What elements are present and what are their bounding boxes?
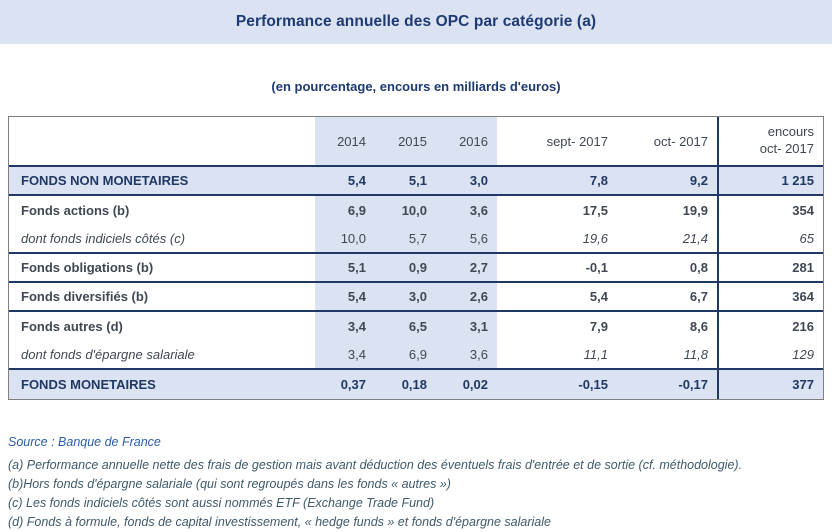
value-cell-sept-2017: 17,5 — [582, 203, 608, 218]
table-row: FONDS NON MONETAIRES 5,4 5,1 3,0 7,8 9,2… — [9, 167, 823, 196]
value-cell-2014: 10,0 — [315, 225, 375, 252]
value-cell-2015: 3,0 — [375, 283, 436, 310]
value-cell-2014: 6,9 — [315, 196, 375, 225]
value-cell-2016: 0,02 — [436, 370, 497, 399]
value-cell-encours: 354 — [717, 196, 823, 225]
column-header-oct-2017: oct- 2017 — [653, 133, 708, 149]
value-cell-sept-2017: -0,1 — [585, 260, 608, 275]
value-cell-oct-2017: 9,2 — [689, 173, 708, 188]
footnote-line: (a) Performance annuelle nette des frais… — [8, 458, 743, 472]
row-label: FONDS MONETAIRES — [21, 377, 156, 392]
table-row: dont fonds d'épargne salariale 3,4 6,9 3… — [9, 341, 823, 370]
value-cell-2015: 5,1 — [375, 167, 436, 194]
value-cell-encours: 281 — [717, 254, 823, 281]
value-cell-encours: 364 — [717, 283, 823, 310]
value-cell-oct-2017: 8,6 — [689, 319, 708, 334]
source-line: Source : Banque de France — [8, 435, 161, 449]
value-cell-2016: 2,6 — [436, 283, 497, 310]
value-cell-2014: 3,4 — [315, 312, 375, 341]
column-header-category — [9, 117, 315, 165]
value-cell-2015: 6,5 — [375, 312, 436, 341]
value-cell-sept-2017: 7,8 — [589, 173, 608, 188]
value-cell-2015: 10,0 — [375, 196, 436, 225]
table-row: Fonds obligations (b) 5,1 0,9 2,7 -0,1 0… — [9, 254, 823, 283]
value-cell-sept-2017: 19,6 — [582, 231, 608, 246]
column-header-encours-line2: oct- 2017 — [759, 141, 814, 156]
value-cell-2015: 5,7 — [375, 225, 436, 252]
row-label: FONDS NON MONETAIRES — [21, 173, 189, 188]
value-cell-oct-2017: -0,17 — [678, 377, 708, 392]
row-label: Fonds actions (b) — [21, 203, 130, 218]
value-cell-encours: 377 — [717, 370, 823, 399]
value-cell-2016: 3,6 — [436, 341, 497, 368]
value-cell-encours: 216 — [717, 312, 823, 341]
footnote-line: (c) Les fonds indiciels côtés sont aussi… — [8, 496, 435, 510]
table-row: dont fonds indiciels côtés (c) 10,0 5,7 … — [9, 225, 823, 254]
footnotes: Source : Banque de France (a) Performanc… — [8, 433, 832, 532]
column-header-2014: 2014 — [315, 117, 375, 165]
table-header-row: 2014 2015 2016 sept- 2017 oct- 2017 enco… — [9, 117, 823, 167]
value-cell-2014: 5,4 — [315, 167, 375, 194]
row-label: dont fonds indiciels côtés (c) — [21, 231, 186, 246]
value-cell-encours: 65 — [717, 225, 823, 252]
table-row: Fonds autres (d) 3,4 6,5 3,1 7,9 8,6 216 — [9, 312, 823, 341]
value-cell-encours: 129 — [717, 341, 823, 368]
value-cell-2015: 0,9 — [375, 254, 436, 281]
column-header-sept-2017: sept- 2017 — [546, 133, 608, 149]
value-cell-sept-2017: 11,1 — [583, 347, 608, 362]
row-label: Fonds obligations (b) — [21, 260, 154, 275]
footnote-list: (a) Performance annuelle nette des frais… — [8, 456, 832, 532]
value-cell-2014: 3,4 — [315, 341, 375, 368]
performance-table: 2014 2015 2016 sept- 2017 oct- 2017 enco… — [8, 116, 824, 400]
value-cell-oct-2017: 6,7 — [689, 289, 708, 304]
column-header-encours-line1: encours — [767, 124, 814, 140]
table-row: Fonds diversifiés (b) 5,4 3,0 2,6 5,4 6,… — [9, 283, 823, 312]
value-cell-sept-2017: -0,15 — [578, 377, 608, 392]
value-cell-2016: 3,0 — [436, 167, 497, 194]
value-cell-sept-2017: 7,9 — [589, 319, 608, 334]
column-header-2016: 2016 — [436, 117, 497, 165]
value-cell-oct-2017: 19,9 — [682, 203, 708, 218]
column-header-encours: encours oct- 2017 — [717, 117, 823, 165]
value-cell-2016: 3,6 — [436, 196, 497, 225]
table-subtitle: (en pourcentage, encours en milliards d'… — [271, 79, 561, 94]
value-cell-oct-2017: 0,8 — [689, 260, 708, 275]
table-row: Fonds actions (b) 6,9 10,0 3,6 17,5 19,9… — [9, 196, 823, 225]
row-label: Fonds diversifiés (b) — [21, 289, 149, 304]
value-cell-2014: 0,37 — [315, 370, 375, 399]
value-cell-encours: 1 215 — [717, 167, 823, 194]
value-cell-2016: 2,7 — [436, 254, 497, 281]
table-body: FONDS NON MONETAIRES 5,4 5,1 3,0 7,8 9,2… — [9, 167, 823, 399]
value-cell-2016: 3,1 — [436, 312, 497, 341]
table-row: FONDS MONETAIRES 0,37 0,18 0,02 -0,15 -0… — [9, 370, 823, 399]
row-label: Fonds autres (d) — [21, 319, 123, 334]
footnote-line: (b)Hors fonds d'épargne salariale (qui s… — [8, 477, 451, 491]
value-cell-2014: 5,1 — [315, 254, 375, 281]
value-cell-2015: 0,18 — [375, 370, 436, 399]
title-band: Performance annuelle des OPC par catégor… — [0, 0, 832, 44]
row-label: dont fonds d'épargne salariale — [21, 347, 195, 362]
value-cell-2014: 5,4 — [315, 283, 375, 310]
value-cell-2016: 5,6 — [436, 225, 497, 252]
value-cell-oct-2017: 11,8 — [683, 347, 708, 362]
value-cell-oct-2017: 21,4 — [682, 231, 708, 246]
value-cell-sept-2017: 5,4 — [589, 289, 608, 304]
footnote-line: (d) Fonds à formule, fonds de capital in… — [8, 515, 551, 529]
value-cell-2015: 6,9 — [375, 341, 436, 368]
column-header-2015: 2015 — [375, 117, 436, 165]
page-title: Performance annuelle des OPC par catégor… — [235, 13, 597, 30]
